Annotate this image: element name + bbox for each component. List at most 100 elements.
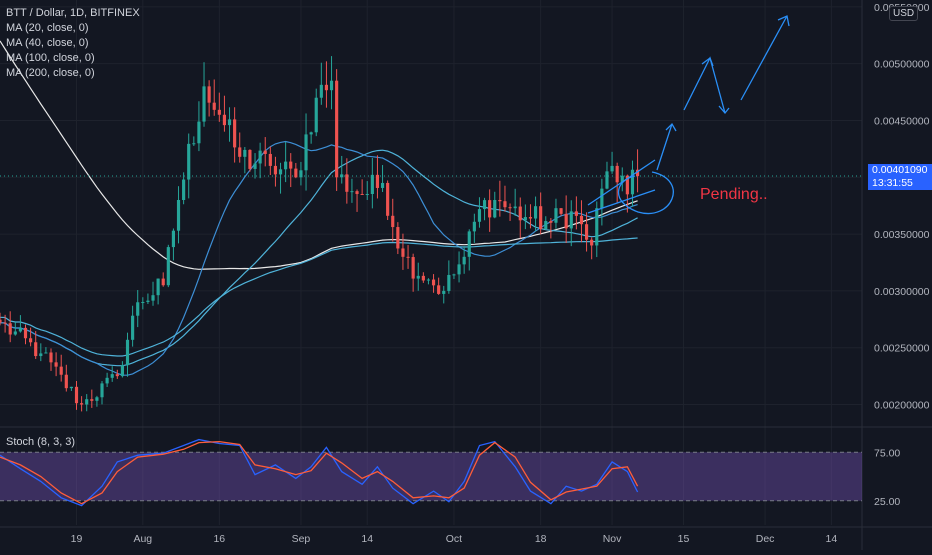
candle-down: [401, 233, 405, 270]
candle-body: [319, 84, 323, 98]
candle-body: [508, 207, 512, 209]
candle-body: [345, 174, 349, 192]
candle-body: [294, 168, 298, 178]
candle-up: [299, 161, 303, 186]
candle-down: [518, 197, 522, 239]
candle-body: [268, 153, 272, 166]
candle-body: [457, 264, 461, 275]
candle-up: [477, 197, 482, 228]
candle-body: [416, 275, 420, 279]
candle-body: [80, 403, 84, 405]
candle-body: [120, 365, 124, 377]
candle-body: [488, 200, 492, 218]
candle-up: [426, 278, 431, 285]
candle-up: [380, 165, 385, 192]
candle-up: [141, 297, 145, 310]
candle-up: [467, 229, 471, 271]
symbol-title[interactable]: BTT / Dollar, 1D, BITFINEX: [6, 7, 140, 19]
candle-body: [564, 213, 568, 229]
candle-body: [360, 193, 364, 195]
wedge-upper-line: [587, 159, 656, 206]
candle-body: [498, 200, 502, 202]
candle-up: [544, 216, 548, 230]
candle-up: [462, 246, 466, 274]
indicator-ma-20[interactable]: MA (20, close, 0): [6, 22, 89, 34]
candle-body: [69, 386, 73, 389]
candle-body: [212, 102, 216, 110]
candle-down: [564, 195, 568, 243]
candle-body: [335, 80, 339, 178]
currency-badge[interactable]: USD: [889, 6, 919, 21]
stoch-lines: [0, 438, 639, 507]
candle-body: [513, 206, 517, 209]
candle-down: [29, 327, 33, 347]
candle-down: [3, 314, 7, 333]
candle-up: [304, 113, 308, 191]
indicator-ma-100[interactable]: MA (100, close, 0): [6, 52, 95, 64]
candle-body: [544, 221, 548, 230]
candle-up: [600, 178, 604, 226]
candle-up: [314, 88, 318, 137]
candle-down: [0, 312, 2, 326]
candle-up: [329, 56, 334, 110]
candle-down: [248, 149, 252, 172]
candle-body: [3, 322, 7, 324]
candle-down: [161, 272, 165, 287]
candle-body: [579, 215, 584, 225]
candle-body: [559, 208, 563, 214]
candle-up: [136, 290, 140, 328]
candle-body: [136, 302, 140, 316]
stoch-d-line: [0, 440, 639, 505]
candle-body: [391, 215, 395, 228]
candle-down: [498, 180, 502, 217]
candle-up: [44, 347, 48, 354]
last-price-tag: 0.00401090 13:31:55: [868, 164, 932, 190]
chart-legend: BTT / Dollar, 1D, BITFINEX MA (20, close…: [6, 6, 140, 81]
pending-annotation[interactable]: Pending..: [700, 186, 768, 203]
stoch-indicator-label[interactable]: Stoch (8, 3, 3): [6, 436, 76, 448]
candle-body: [380, 182, 385, 188]
candle-body: [238, 147, 242, 157]
candle-body: [125, 339, 130, 366]
candle-body: [610, 165, 614, 172]
candle-down: [375, 155, 380, 199]
candle-body: [273, 165, 278, 175]
candle-body: [528, 217, 533, 219]
candle-body: [462, 256, 466, 265]
candle-body: [386, 182, 390, 216]
indicator-ma-40[interactable]: MA (40, close, 0): [6, 37, 89, 49]
candle-body: [600, 188, 604, 209]
candle-down: [574, 196, 578, 230]
indicator-ma-200[interactable]: MA (200, close, 0): [6, 67, 95, 79]
candle-body: [85, 399, 89, 405]
candle-body: [309, 132, 313, 135]
candle-down: [345, 158, 349, 204]
candle-down: [488, 189, 492, 232]
candle-body: [105, 377, 109, 384]
candle-down: [355, 189, 359, 212]
candle-body: [635, 169, 640, 177]
candle-body: [620, 175, 624, 183]
candle-up: [370, 157, 374, 209]
candle-body: [340, 174, 344, 178]
candle-body: [100, 383, 104, 398]
candle-body: [630, 169, 635, 195]
candle-up: [110, 366, 114, 382]
candle-down: [615, 162, 619, 203]
candle-body: [539, 206, 543, 230]
candle-up: [493, 191, 497, 219]
price-axis-label: 0.00250000: [874, 343, 930, 355]
candle-up: [569, 200, 573, 247]
arrow-head: [777, 15, 790, 27]
candle-up: [243, 146, 247, 174]
candle-up: [85, 394, 89, 412]
candle-down: [360, 179, 364, 195]
arrow-head: [665, 122, 677, 132]
ma-40-line: [0, 149, 638, 367]
candle-body: [187, 143, 191, 180]
time-axis-label: 18: [535, 533, 547, 545]
candle-body: [263, 150, 267, 154]
